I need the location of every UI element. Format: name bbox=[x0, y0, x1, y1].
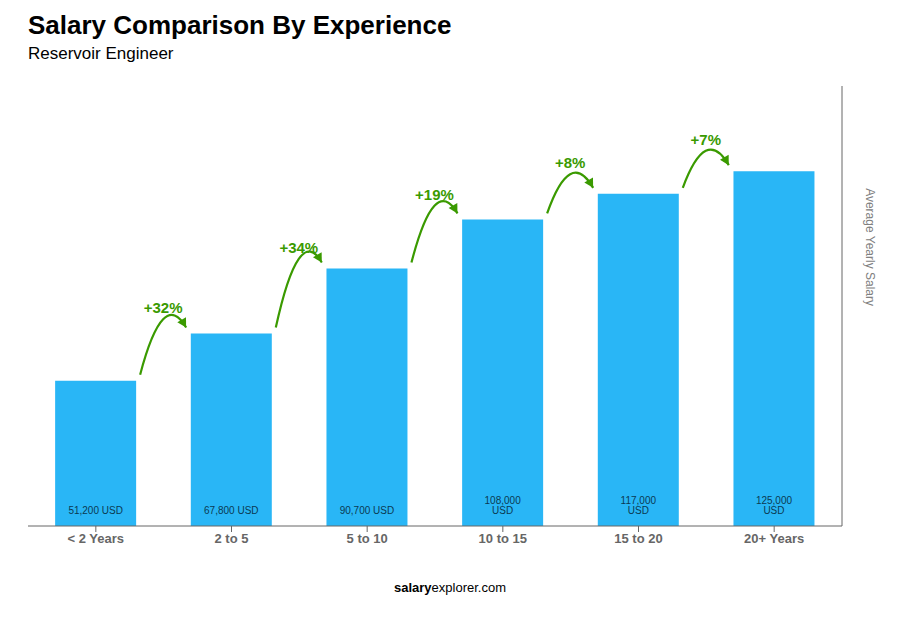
svg-text:108,000USD: 108,000USD bbox=[485, 495, 522, 516]
svg-text:Average Yearly Salary: Average Yearly Salary bbox=[863, 188, 877, 306]
svg-text:51,200 USD: 51,200 USD bbox=[68, 505, 122, 516]
svg-text:67,800 USD: 67,800 USD bbox=[204, 505, 258, 516]
svg-text:< 2 Years: < 2 Years bbox=[68, 531, 125, 546]
svg-text:10 to 15: 10 to 15 bbox=[479, 531, 527, 546]
svg-text:15 to 20: 15 to 20 bbox=[614, 531, 662, 546]
svg-text:+34%: +34% bbox=[279, 239, 318, 256]
svg-text:90,700 USD: 90,700 USD bbox=[340, 505, 394, 516]
svg-text:+19%: +19% bbox=[415, 186, 454, 203]
svg-text:125,000USD: 125,000USD bbox=[756, 495, 793, 516]
html-text:Salary Comparison By Experienc: Salary Comparison By Experience bbox=[28, 10, 452, 40]
svg-text:+7%: +7% bbox=[691, 131, 721, 148]
svg-text:20+ Years: 20+ Years bbox=[744, 531, 804, 546]
svg-text:+8%: +8% bbox=[555, 154, 585, 171]
svg-text:2 to 5: 2 to 5 bbox=[215, 531, 249, 546]
svg-text:+32%: +32% bbox=[144, 299, 183, 316]
html-text:Reservoir Engineer: Reservoir Engineer bbox=[28, 44, 174, 63]
html-text:salary explorer.com: salary explorer.com bbox=[394, 580, 506, 595]
svg-text:5 to 10: 5 to 10 bbox=[347, 531, 388, 546]
svg-text:117,000USD: 117,000USD bbox=[621, 495, 657, 516]
